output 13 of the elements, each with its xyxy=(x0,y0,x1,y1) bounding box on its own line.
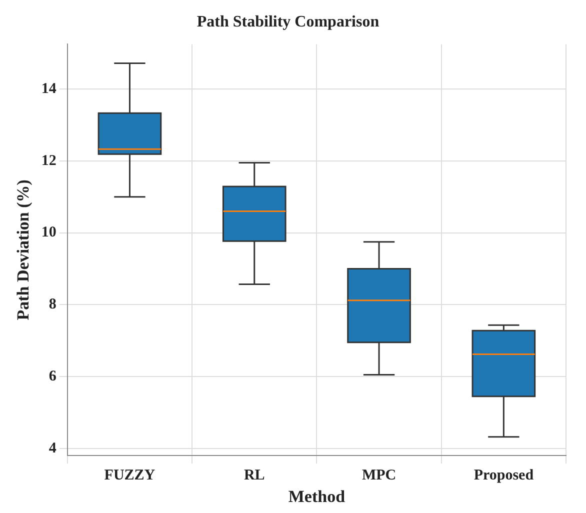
x-tick-label: RL xyxy=(244,467,265,484)
x-tick-label: FUZZY xyxy=(104,467,156,484)
x-tick-label: MPC xyxy=(362,467,396,484)
x-axis-title: Method xyxy=(288,487,346,506)
x-tick-label: Proposed xyxy=(474,467,534,484)
y-tick-label: 14 xyxy=(41,80,57,97)
y-tick-label: 10 xyxy=(41,224,56,241)
y-tick-label: 12 xyxy=(41,152,56,169)
y-tick-label: 8 xyxy=(48,296,56,313)
y-tick-label: 6 xyxy=(48,368,57,384)
y-axis-title: Path Deviation (%) xyxy=(14,180,33,320)
chart-title: Path Stability Comparison xyxy=(196,14,380,31)
y-tick-label: 4 xyxy=(48,440,57,456)
